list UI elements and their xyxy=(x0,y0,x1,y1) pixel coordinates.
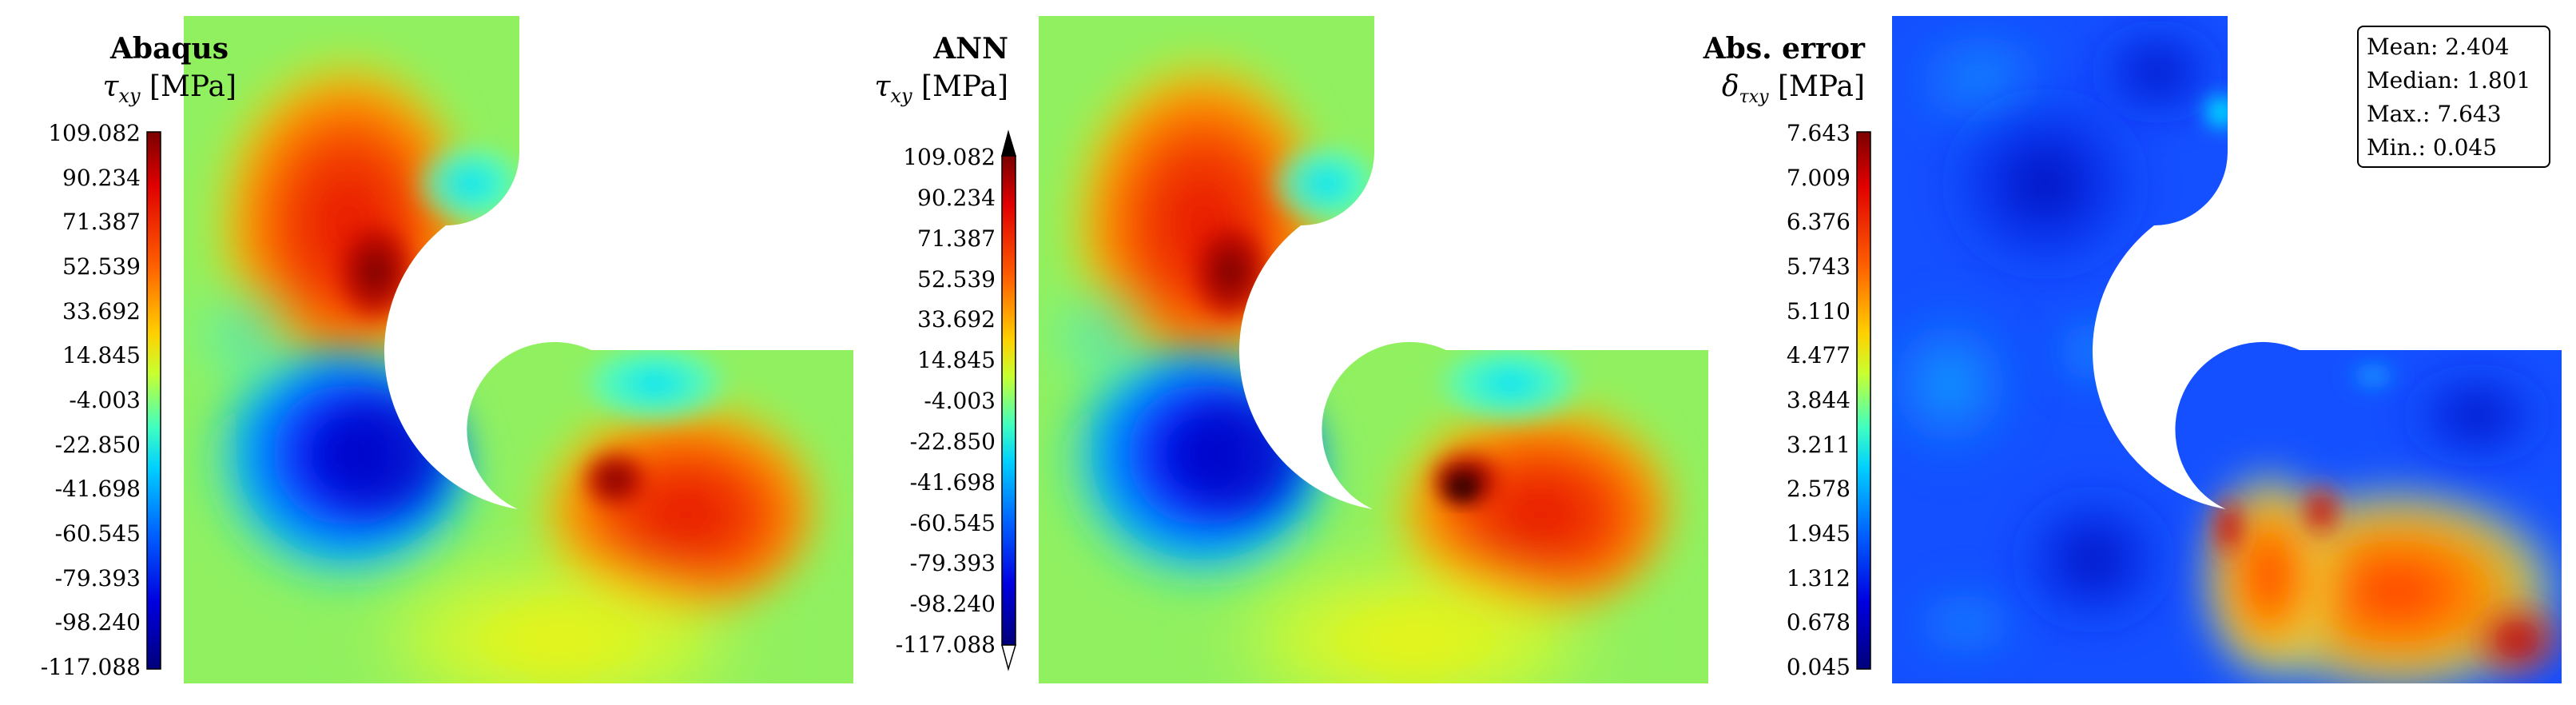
colorbar-tick-label: 71.387 xyxy=(62,209,141,236)
colorbar-tick-label: 1.945 xyxy=(1786,520,1851,547)
colorbar-tick-label: 3.844 xyxy=(1786,387,1851,413)
colorbar-tick-label: -60.545 xyxy=(54,520,141,547)
colorbar-tick-label: 3.211 xyxy=(1786,431,1851,458)
colorbar-tick-label: 52.539 xyxy=(62,253,141,280)
colorbar-tick-label: -41.698 xyxy=(54,476,141,503)
ann-field-plot xyxy=(1039,16,1708,683)
colorbar-tick-label: 90.234 xyxy=(62,164,141,191)
colorbar-tick-label: -79.393 xyxy=(909,550,996,577)
colorbar-tick-label: -98.240 xyxy=(54,609,141,636)
colorbar-tick-label: 33.692 xyxy=(917,306,996,333)
abs-error-quantity-label: δτxy [MPa] xyxy=(1721,70,1865,108)
colorbar-tick-label: 0.678 xyxy=(1786,609,1851,636)
abaqus-field-plot xyxy=(184,16,853,683)
colorbar-tick-label: 4.477 xyxy=(1786,342,1851,369)
colorbar-tick-label: -4.003 xyxy=(924,388,996,414)
colorbar-tick-label: 0.045 xyxy=(1786,654,1851,680)
colorbar-tick-label: 7.009 xyxy=(1786,164,1851,191)
colorbar-tick-label: 14.845 xyxy=(917,347,996,374)
colorbar-tick-label: -98.240 xyxy=(909,591,996,618)
colorbar-tick-label: -117.088 xyxy=(895,631,996,658)
colorbar-tick-label: 6.376 xyxy=(1786,209,1851,236)
abs-error-colorbar xyxy=(1856,131,1871,670)
stat-mean: Mean: 2.404 xyxy=(2367,34,2510,60)
colorbar-tick-label: 90.234 xyxy=(917,184,996,211)
stat-max: Max.: 7.643 xyxy=(2367,101,2502,127)
colorbar-tick-label: -4.003 xyxy=(69,387,141,413)
colorbar-tick-label: -41.698 xyxy=(909,468,996,496)
colorbar-tick-label: 52.539 xyxy=(917,265,996,293)
colorbar-tick-label: 71.387 xyxy=(917,225,996,252)
abaqus-colorbar xyxy=(146,131,161,670)
colorbar-tick-label: 1.312 xyxy=(1786,564,1851,591)
ann-title: ANN xyxy=(933,32,1008,66)
colorbar-tick-label: 33.692 xyxy=(62,297,141,325)
colorbar-tick-label: 7.643 xyxy=(1786,120,1851,146)
error-statistics-box: Mean: 2.404 Median: 1.801 Max.: 7.643 Mi… xyxy=(2357,26,2550,168)
colorbar-tick-label: -60.545 xyxy=(909,509,996,536)
colorbar-tick-label: 14.845 xyxy=(62,342,141,369)
stat-median: Median: 1.801 xyxy=(2367,67,2531,94)
ann-quantity-label: τxy [MPa] xyxy=(874,70,1009,108)
stat-min: Min.: 0.045 xyxy=(2367,134,2498,161)
colorbar-tick-label: 5.110 xyxy=(1786,297,1851,325)
abaqus-quantity-label: τxy [MPa] xyxy=(102,70,237,108)
colorbar-tick-label: -79.393 xyxy=(54,564,141,591)
colorbar-tick-label: 5.743 xyxy=(1786,253,1851,280)
ann-colorbar xyxy=(1001,129,1017,671)
abaqus-title: Abaqus xyxy=(109,32,229,66)
colorbar-tick-label: -22.850 xyxy=(909,428,996,455)
colorbar-tick-label: 2.578 xyxy=(1786,476,1851,503)
colorbar-tick-label: -22.850 xyxy=(54,431,141,458)
colorbar-tick-label: -117.088 xyxy=(40,654,141,680)
colorbar-tick-label: 109.082 xyxy=(903,144,996,170)
abs-error-title: Abs. error xyxy=(1703,32,1865,66)
colorbar-tick-label: 109.082 xyxy=(48,120,141,146)
